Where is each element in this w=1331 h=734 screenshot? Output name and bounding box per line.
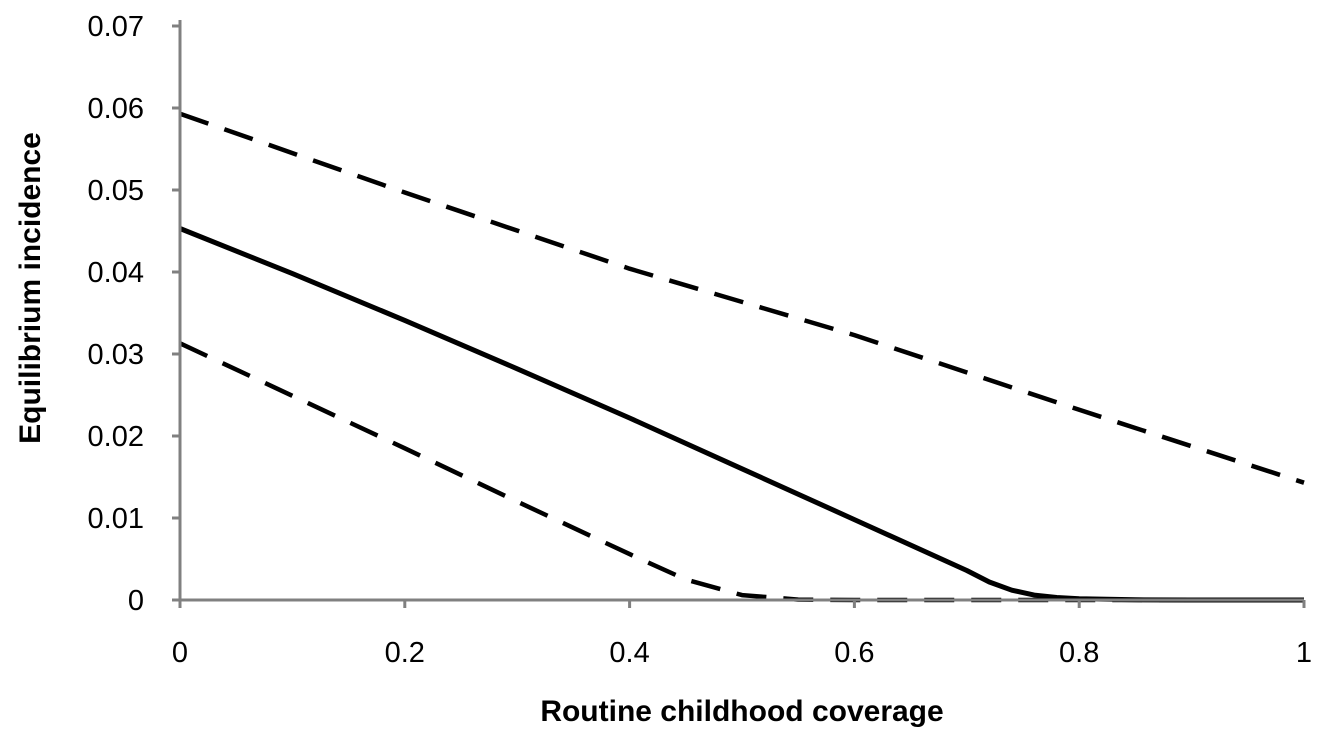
y-tick-label: 0.06 bbox=[88, 93, 144, 125]
y-tick-label: 0.01 bbox=[88, 503, 144, 535]
x-axis-title: Routine childhood coverage bbox=[540, 695, 943, 728]
y-tick-label: 0 bbox=[128, 585, 144, 617]
x-tick-label: 0.2 bbox=[385, 637, 425, 669]
x-tick-group: 0 0.2 0.4 0.6 0.8 1 bbox=[172, 600, 1312, 669]
x-tick-label: 1 bbox=[1296, 637, 1312, 669]
y-tick-label: 0.02 bbox=[88, 421, 144, 453]
x-tick-label: 0.6 bbox=[834, 637, 874, 669]
y-tick-label: 0.03 bbox=[88, 339, 144, 371]
x-tick-label: 0.8 bbox=[1059, 637, 1099, 669]
series-line-dashed-1 bbox=[179, 111, 1305, 485]
series-line-dashed-2 bbox=[179, 341, 1304, 603]
axes bbox=[178, 20, 1304, 602]
y-tick-label: 0.07 bbox=[88, 11, 144, 43]
x-tick-label: 0 bbox=[172, 637, 188, 669]
series-line-solid bbox=[179, 226, 1304, 603]
y-tick-label: 0.05 bbox=[88, 175, 144, 207]
y-tick-label: 0.04 bbox=[88, 257, 144, 289]
x-tick-label: 0.4 bbox=[609, 637, 649, 669]
y-axis-title: Equilibrium incidence bbox=[14, 132, 47, 444]
y-tick-group: 0 0.01 0.02 0.03 0.04 0.05 0.06 0.07 bbox=[88, 11, 180, 617]
series-layer bbox=[179, 111, 1305, 603]
